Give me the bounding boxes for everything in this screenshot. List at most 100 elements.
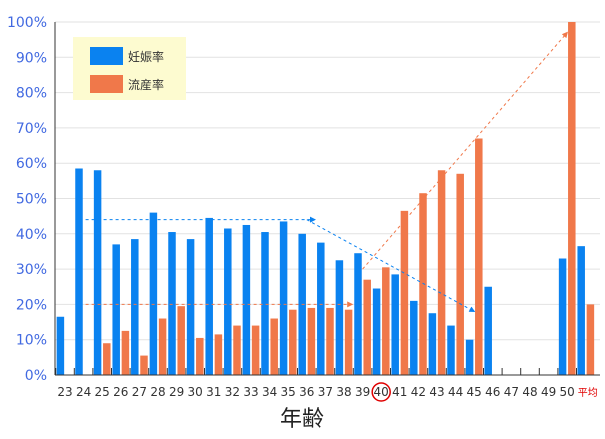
bar-miscarriage-38 <box>344 309 353 375</box>
bar-pregnancy-32 <box>224 228 232 375</box>
legend: 妊娠率 流産率 <box>73 37 186 100</box>
x-tick-label: 35 <box>281 385 296 399</box>
y-tick-label: 20% <box>16 297 47 313</box>
x-axis-ticks: 23 24 25 26 27 28 29 30 31 32 33 34 35 36 37 38 39 40 41 42… <box>55 368 598 399</box>
bar-pregnancy-29 <box>168 232 176 375</box>
bar-pregnancy-39 <box>354 253 362 375</box>
bar-miscarriage-42 <box>419 193 427 375</box>
x-tick-label: 36 <box>299 385 314 399</box>
legend-swatch-miscarriage <box>90 75 123 93</box>
x-tick-label: 25 <box>95 385 110 399</box>
x-tick-label: 48 <box>522 385 537 399</box>
x-tick-label: 45 <box>467 385 482 399</box>
trend-arrow-pregnancy <box>306 219 476 313</box>
bar-pregnancy-23 <box>56 316 65 375</box>
bars <box>56 22 595 375</box>
y-tick-label: 90% <box>16 50 47 66</box>
y-tick-label: 60% <box>16 156 47 172</box>
bar-pregnancy-46 <box>484 286 492 375</box>
x-tick-label: 32 <box>225 385 240 399</box>
legend-label-pregnancy: 妊娠率 <box>128 49 164 64</box>
y-tick-label: 0% <box>25 368 47 384</box>
x-tick-label: 33 <box>243 385 258 399</box>
x-tick-label: 23 <box>57 385 72 399</box>
bar-miscarriage-36 <box>307 307 316 375</box>
bar-pregnancy-平均 <box>577 246 585 375</box>
bar-miscarriage-45 <box>475 138 483 375</box>
bar-miscarriage-32 <box>233 325 241 375</box>
trend-arrows <box>85 31 568 313</box>
bar-pregnancy-38 <box>335 260 344 375</box>
x-tick-label: 44 <box>448 385 463 399</box>
bar-pregnancy-26 <box>112 244 120 375</box>
trend-arrow-miscarriage <box>362 31 568 270</box>
bar-pregnancy-44 <box>447 325 455 375</box>
x-tick-label: 39 <box>355 385 370 399</box>
highlight-circle <box>371 382 391 402</box>
x-tick-label: 46 <box>485 385 500 399</box>
legend-swatch-pregnancy <box>90 47 123 65</box>
x-tick-label: 31 <box>206 385 221 399</box>
bar-pregnancy-31 <box>205 217 213 375</box>
y-tick-label: 100% <box>7 15 47 31</box>
y-tick-label: 30% <box>16 262 47 278</box>
x-tick-label: 50 <box>560 385 575 399</box>
bar-miscarriage-35 <box>289 309 297 375</box>
y-axis-ticks: 0% 10% 20% 30% 40% 50% 60% 70% 80% 90% 100% <box>7 15 47 384</box>
y-tick-label: 50% <box>16 192 47 208</box>
bar-pregnancy-27 <box>131 239 139 375</box>
bar-pregnancy-34 <box>261 232 269 375</box>
x-tick-label: 40 <box>374 385 389 399</box>
bar-miscarriage-平均 <box>586 304 595 375</box>
bar-miscarriage-28 <box>158 318 167 375</box>
bar-miscarriage-39 <box>363 279 371 375</box>
x-tick-label: 27 <box>132 385 147 399</box>
bar-miscarriage-29 <box>177 306 185 375</box>
bar-miscarriage-33 <box>251 325 260 375</box>
bar-miscarriage-25 <box>103 343 111 375</box>
legend-label-miscarriage: 流産率 <box>128 77 164 92</box>
bar-pregnancy-28 <box>149 212 158 375</box>
x-tick-label: 34 <box>262 385 277 399</box>
bar-pregnancy-41 <box>391 274 399 375</box>
x-tick-label: 26 <box>113 385 128 399</box>
bar-miscarriage-44 <box>456 173 464 375</box>
bar-miscarriage-37 <box>326 307 334 375</box>
x-tick-label: 平均 <box>578 387 598 399</box>
x-tick-label: 47 <box>504 385 519 399</box>
bar-pregnancy-35 <box>279 221 288 375</box>
bar-miscarriage-27 <box>140 355 148 375</box>
x-tick-label: 24 <box>76 385 91 399</box>
x-tick-label: 38 <box>336 385 351 399</box>
x-tick-label: 49 <box>541 385 556 399</box>
bar-miscarriage-41 <box>400 210 409 375</box>
x-tick-label: 29 <box>169 385 184 399</box>
x-tick-label: 42 <box>411 385 426 399</box>
x-tick-label: 43 <box>429 385 444 399</box>
bar-miscarriage-31 <box>214 334 223 375</box>
bar-pregnancy-24 <box>75 168 83 375</box>
bar-miscarriage-34 <box>270 318 278 375</box>
bar-pregnancy-33 <box>242 224 251 375</box>
y-tick-label: 40% <box>16 227 47 243</box>
bar-miscarriage-30 <box>196 337 204 375</box>
x-tick-label: 28 <box>150 385 165 399</box>
bar-pregnancy-30 <box>186 239 195 375</box>
x-tick-label: 30 <box>188 385 203 399</box>
bar-miscarriage-43 <box>437 170 446 375</box>
bar-miscarriage-50 <box>568 22 576 375</box>
bar-pregnancy-37 <box>317 242 325 375</box>
bar-pregnancy-25 <box>93 170 102 375</box>
bar-pregnancy-50 <box>558 258 567 375</box>
y-tick-label: 80% <box>16 86 47 102</box>
bar-pregnancy-43 <box>428 313 437 375</box>
bar-pregnancy-40 <box>372 288 381 375</box>
x-tick-label: 41 <box>392 385 407 399</box>
y-tick-label: 10% <box>16 333 47 349</box>
x-tick-label: 37 <box>318 385 333 399</box>
y-tick-label: 70% <box>16 121 47 137</box>
bar-pregnancy-45 <box>465 339 474 375</box>
x-axis-label: 年齢 <box>280 407 324 432</box>
bar-miscarriage-40 <box>382 267 390 375</box>
